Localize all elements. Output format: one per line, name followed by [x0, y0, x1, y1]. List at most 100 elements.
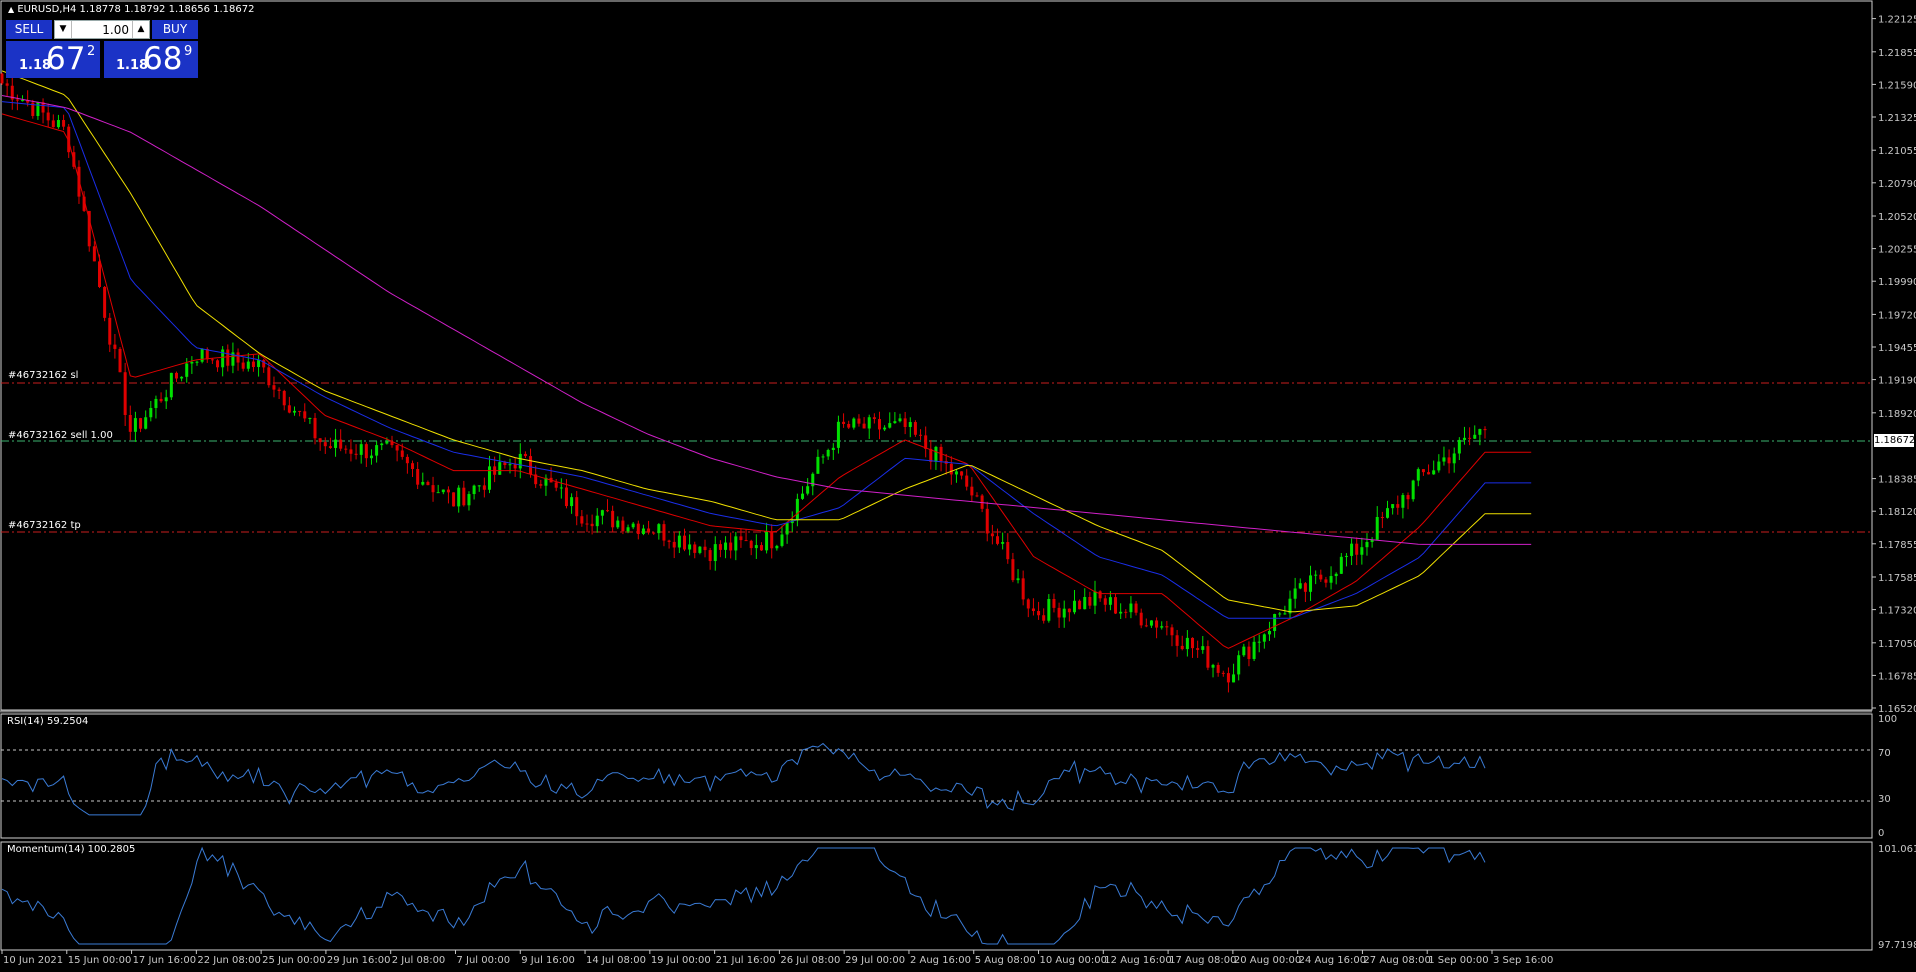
- candle-body: [390, 441, 394, 446]
- candle-body: [113, 344, 117, 349]
- candle-body: [826, 449, 830, 457]
- rsi-panel[interactable]: [0, 713, 1873, 839]
- candle-body: [811, 473, 815, 487]
- candle-body: [590, 523, 594, 527]
- candle-body: [1114, 597, 1118, 614]
- price-tick-label: 1.21325: [1878, 113, 1916, 124]
- candle-body: [1427, 472, 1431, 475]
- time-tick-label: 10 Aug 00:00: [1040, 955, 1107, 966]
- candle-body: [831, 447, 835, 450]
- sell-price-button[interactable]: 1.18 67 2: [6, 41, 100, 78]
- candle-body: [1037, 611, 1041, 616]
- buy-button[interactable]: BUY: [152, 20, 198, 39]
- candle-body: [421, 481, 425, 485]
- candle-body: [534, 474, 538, 485]
- candle-body: [836, 421, 840, 448]
- candle-body: [872, 417, 876, 420]
- time-tick-label: 22 Jun 08:00: [197, 955, 261, 966]
- candle-body: [1293, 588, 1297, 599]
- candle-body: [821, 456, 825, 458]
- candle-body: [123, 372, 127, 416]
- candle-body: [416, 469, 420, 485]
- candle-body: [1355, 543, 1359, 555]
- collapse-triangle-icon[interactable]: ▲: [8, 5, 15, 14]
- candle-body: [31, 102, 35, 117]
- candle-body: [1252, 641, 1256, 659]
- candle-body: [154, 398, 158, 408]
- candle-body: [1324, 579, 1328, 583]
- candle-body: [195, 361, 199, 363]
- momentum-panel[interactable]: [0, 841, 1873, 951]
- candle-body: [1329, 576, 1333, 583]
- candle-body: [1083, 597, 1087, 610]
- candle-body: [1165, 626, 1169, 628]
- candle-body: [457, 487, 461, 507]
- candle-body: [503, 462, 507, 466]
- candle-body: [1206, 646, 1210, 668]
- stop-loss-label[interactable]: #46732162 sl: [8, 370, 79, 381]
- take-profit-label[interactable]: #46732162 tp: [8, 520, 81, 531]
- volume-input[interactable]: [73, 22, 129, 37]
- candle-body: [806, 486, 810, 494]
- candle-body: [498, 462, 502, 475]
- candle-body: [118, 348, 122, 373]
- candle-body: [734, 536, 738, 551]
- candle-body: [662, 524, 666, 541]
- candle-body: [92, 246, 96, 262]
- candle-body: [703, 546, 707, 551]
- candle-body: [354, 453, 358, 455]
- sell-price-pips: 67: [46, 41, 86, 77]
- candle-body: [759, 545, 763, 551]
- candle-body: [216, 360, 220, 368]
- time-tick-label: 15 Jun 00:00: [68, 955, 132, 966]
- momentum-tick-label: 101.0613: [1878, 844, 1916, 855]
- candle-body: [41, 102, 45, 113]
- candle-body: [287, 405, 291, 413]
- sell-button[interactable]: SELL: [6, 20, 52, 39]
- candle-body: [467, 494, 471, 506]
- candle-body: [672, 541, 676, 548]
- candle-body: [924, 435, 928, 449]
- entry-label[interactable]: #46732162 sell 1.00: [8, 430, 113, 441]
- candle-body: [965, 475, 969, 487]
- candle-body: [1119, 611, 1123, 614]
- ma-mid-line: [1, 113, 1532, 649]
- candle-body: [318, 438, 322, 443]
- price-tick-label: 1.20255: [1878, 245, 1916, 256]
- candle-body: [1221, 672, 1225, 674]
- volume-up-icon[interactable]: ▲: [132, 21, 149, 38]
- candle-body: [954, 471, 958, 475]
- candle-body: [857, 418, 861, 424]
- candle-body: [236, 352, 240, 363]
- main-chart-panel[interactable]: [0, 0, 1873, 711]
- rsi-axis: 100 70 30 0: [1878, 714, 1897, 839]
- candle-body: [554, 482, 558, 488]
- candle-body: [477, 485, 481, 487]
- ma-slow-line: [1, 101, 1532, 619]
- time-tick-label: 17 Jun 16:00: [133, 955, 197, 966]
- price-tick-label: 1.19190: [1878, 376, 1916, 387]
- candle-body: [1170, 627, 1174, 636]
- time-tick-label: 9 Jul 16:00: [521, 955, 575, 966]
- rsi-label: RSI(14) 59.2504: [7, 716, 88, 727]
- candle-body: [375, 445, 379, 456]
- candle-body: [103, 286, 107, 318]
- candle-body: [226, 349, 230, 366]
- candle-body: [1196, 648, 1200, 650]
- candle-body: [169, 372, 173, 398]
- candle-body: [996, 536, 1000, 544]
- candle-body: [877, 419, 881, 430]
- buy-price-button[interactable]: 1.18 68 9: [104, 41, 198, 78]
- candle-body: [15, 99, 19, 101]
- candle-body: [667, 540, 671, 542]
- candle-body: [775, 545, 779, 549]
- candle-body: [919, 434, 923, 436]
- candle-body: [985, 508, 989, 534]
- time-tick-label: 5 Aug 08:00: [975, 955, 1036, 966]
- volume-dropdown-icon[interactable]: ▼: [55, 21, 72, 38]
- candle-body: [1124, 611, 1128, 613]
- candle-body: [1447, 457, 1451, 464]
- symbol-ohlc: EURUSD,H4 1.18778 1.18792 1.18656 1.1867…: [17, 4, 255, 15]
- candle-body: [1288, 598, 1292, 614]
